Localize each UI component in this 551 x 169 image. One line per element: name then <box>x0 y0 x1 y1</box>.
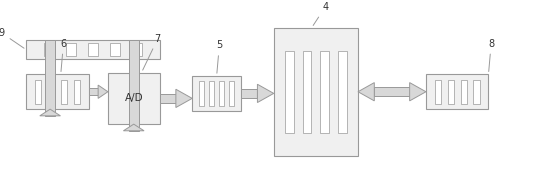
Text: 7: 7 <box>143 34 161 70</box>
Polygon shape <box>409 83 426 101</box>
Bar <box>435 80 441 104</box>
Polygon shape <box>123 124 144 131</box>
Polygon shape <box>257 84 274 103</box>
Polygon shape <box>176 89 192 107</box>
Bar <box>229 81 234 106</box>
Text: 4: 4 <box>313 2 328 26</box>
Bar <box>74 80 80 104</box>
Bar <box>26 40 160 59</box>
Bar <box>110 43 120 56</box>
Bar <box>448 80 454 104</box>
Bar <box>285 51 294 133</box>
Text: 6: 6 <box>61 39 67 71</box>
Bar <box>274 28 358 156</box>
Bar <box>192 76 241 111</box>
Bar <box>66 43 77 56</box>
Bar <box>473 80 479 104</box>
Bar <box>374 87 409 96</box>
Bar <box>461 80 467 104</box>
Bar <box>131 43 142 56</box>
Bar <box>26 74 89 109</box>
Bar <box>89 88 98 95</box>
Text: 5: 5 <box>216 40 223 73</box>
Bar <box>129 40 139 131</box>
Bar <box>241 89 257 98</box>
Bar <box>48 80 55 104</box>
Polygon shape <box>40 109 61 116</box>
Polygon shape <box>358 83 374 101</box>
Polygon shape <box>98 85 108 98</box>
Bar <box>320 51 329 133</box>
Bar <box>88 43 98 56</box>
Text: 8: 8 <box>488 39 494 71</box>
Bar <box>209 81 214 106</box>
Bar <box>426 74 489 109</box>
Bar <box>199 81 204 106</box>
Bar <box>35 80 41 104</box>
Bar <box>61 80 67 104</box>
Bar <box>219 81 224 106</box>
Bar <box>44 43 55 56</box>
Bar <box>302 51 311 133</box>
Bar <box>160 94 176 103</box>
Bar <box>108 73 160 124</box>
Bar <box>338 51 347 133</box>
Text: 9: 9 <box>0 28 24 48</box>
Bar <box>45 40 55 116</box>
Text: A/D: A/D <box>125 93 143 103</box>
